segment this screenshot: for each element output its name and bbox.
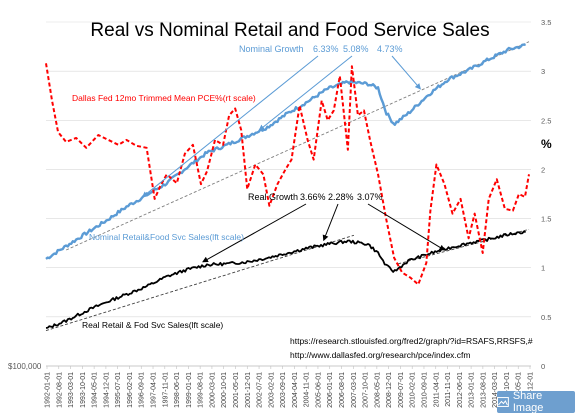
x-tick-label: 1996-02-01	[127, 372, 134, 408]
legend-label-real: Real Retail & Fod Svc Sales(lft scale)	[82, 320, 223, 330]
x-tick-label: 1997-11-01	[162, 372, 169, 407]
right-axis-tick-label: 3	[541, 67, 545, 76]
x-tick-label: 2011-11-01	[445, 372, 452, 407]
series-line-real-sales	[45, 230, 527, 329]
right-axis-tick-label: 1	[541, 264, 545, 273]
nominal-growth-rate-3: 4.73%	[377, 44, 403, 54]
share-image-label: Share Image	[512, 390, 544, 414]
x-tick-label: 1994-12-01	[103, 372, 110, 408]
x-tick-label: 2000-10-01	[221, 372, 228, 408]
x-tick-label: 2014-10-01	[504, 372, 511, 408]
x-tick-label: 2007-10-01	[363, 372, 370, 408]
right-axis-tick-label: 2.5	[541, 116, 551, 125]
x-tick-label: 2014-03-01	[492, 372, 499, 408]
x-tick-label: 1999-08-01	[198, 372, 205, 408]
x-tick-label: 1992-08-01	[56, 372, 63, 408]
x-tick-label: 2007-03-01	[351, 372, 358, 408]
real-growth-arrow	[202, 203, 307, 263]
real-growth-rate-3: 3.07%	[357, 192, 383, 202]
x-tick-label: 1997-04-01	[151, 372, 158, 408]
real-growth-rate-1: 3.66%	[300, 192, 326, 202]
x-tick-label: 2010-09-01	[421, 372, 428, 408]
right-axis-unit-label: %	[541, 137, 552, 151]
nominal-growth-rate-2: 5.08%	[343, 44, 369, 54]
x-tick-label: 2013-01-01	[469, 372, 476, 408]
x-tick-label: 1992-01-01	[45, 372, 52, 408]
chart-title: Real vs Nominal Retail and Food Service …	[90, 20, 489, 41]
legend-label-nominal: Nominal Retail&Food Svc Sales(lft scale)	[89, 232, 244, 242]
x-tick-label: 1996-09-01	[139, 372, 146, 408]
x-tick-label: 2011-04-01	[433, 372, 440, 407]
nominal-growth-rate-1: 6.33%	[313, 44, 339, 54]
x-tick-label: 2012-06-01	[457, 372, 464, 408]
trend-line-real	[45, 234, 355, 332]
x-tick-label: 1998-06-01	[174, 372, 181, 408]
x-tick-label: 2015-12-01	[528, 372, 535, 408]
x-tick-label: 2001-12-01	[245, 372, 252, 408]
x-axis: 1992-01-01 1992-08-01 1993-03-01 1993-10-01…	[45, 365, 535, 408]
x-tick-label: 1993-10-01	[80, 372, 87, 408]
x-tick-label: 2000-03-01	[209, 372, 216, 408]
right-axis-tick-label: 0.5	[541, 313, 551, 322]
right-axis-tick-label: 2	[541, 165, 545, 174]
nominal-growth-arrow	[141, 55, 319, 198]
x-tick-label: 2001-05-01	[233, 372, 240, 408]
x-tick-label: 1994-05-01	[92, 372, 99, 408]
x-tick-label: 2008-12-01	[386, 372, 393, 408]
x-tick-label: 2008-05-01	[374, 372, 381, 408]
x-tick-label: 1993-03-01	[68, 372, 75, 408]
share-image-button[interactable]: Share Image	[497, 390, 575, 414]
real-growth-label: Real Growth	[248, 192, 298, 202]
right-axis: 0 0.5 1 1.5 2 2.5 3 3.5	[541, 18, 551, 371]
x-tick-label: 2010-02-01	[410, 372, 417, 408]
x-tick-label: 1995-07-01	[115, 372, 122, 408]
real-growth-rate-2: 2.28%	[328, 192, 354, 202]
x-tick-label: 1999-01-01	[186, 372, 193, 408]
right-axis-tick-label: 3.5	[541, 18, 551, 27]
x-tick-label: 2015-05-01	[516, 372, 523, 408]
x-tick-label: 2003-02-01	[268, 372, 275, 408]
real-growth-arrow	[367, 203, 446, 251]
right-axis-tick-label: 0	[541, 362, 545, 371]
x-tick-label: 2003-09-01	[280, 372, 287, 408]
nominal-growth-arrow	[391, 55, 421, 90]
series-line-trimmed-mean-pce	[45, 63, 530, 286]
annotation-arrows	[141, 55, 446, 263]
x-tick-label: 2006-01-01	[327, 372, 334, 408]
source-fred-url: https://research.stlouisfed.org/fred2/gr…	[290, 336, 533, 346]
nominal-growth-label: Nominal Growth	[239, 44, 304, 54]
nominal-growth-arrow	[258, 55, 353, 131]
x-tick-label: 2004-04-01	[292, 372, 299, 408]
x-tick-label: 2009-07-01	[398, 372, 405, 408]
x-tick-label: 2006-08-01	[339, 372, 346, 408]
x-tick-label: 2002-07-01	[257, 372, 264, 408]
source-dallasfed-url: http://www.dallasfed.org/research/pce/in…	[290, 350, 470, 360]
x-tick-label: 2005-06-01	[315, 372, 322, 408]
real-growth-arrow	[322, 203, 339, 242]
right-axis-tick-label: 1.5	[541, 215, 551, 224]
series-line-nominal-sales	[45, 43, 526, 260]
left-axis-tick-label: $100,000	[8, 362, 42, 371]
series-lines	[45, 43, 530, 329]
x-tick-label: 2004-11-01	[304, 372, 311, 407]
x-tick-label: 2013-08-01	[480, 372, 487, 408]
legend-label-pce: Dallas Fed 12mo Trimmed Mean PCE%(rt sca…	[72, 93, 256, 103]
image-icon	[497, 397, 509, 407]
